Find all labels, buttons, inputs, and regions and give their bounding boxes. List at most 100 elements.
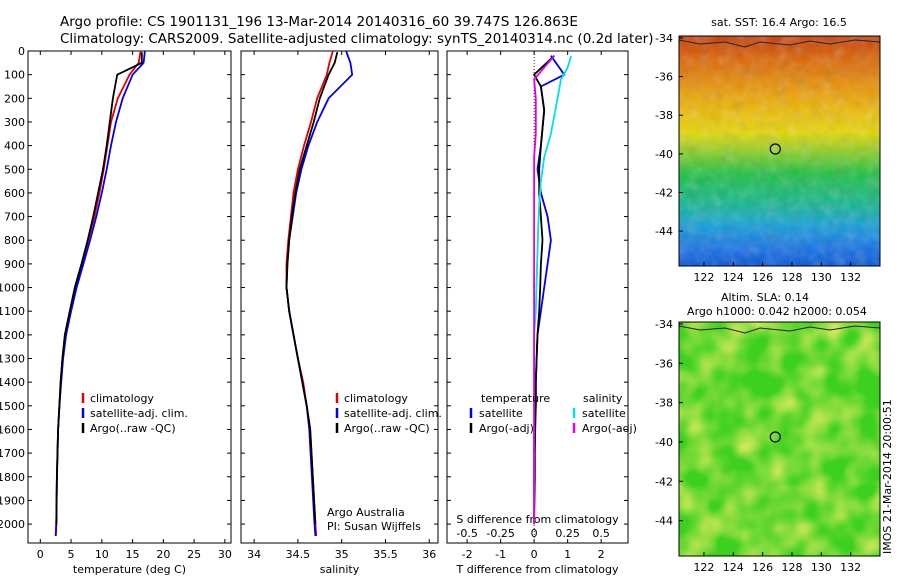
map-x-tick-label: 132 bbox=[840, 561, 861, 574]
argo-location-marker bbox=[769, 143, 781, 155]
x-tick-label: 36 bbox=[422, 548, 436, 561]
x-tick-label: 0 bbox=[37, 548, 44, 561]
legend-label: satellite bbox=[582, 407, 626, 420]
legend-label: satellite bbox=[479, 407, 523, 420]
y-tick-label: 100 bbox=[4, 69, 25, 82]
x-tick-label: 5 bbox=[68, 548, 75, 561]
map-x-tick-label: 130 bbox=[811, 271, 832, 284]
y-tick-label: 1900 bbox=[0, 494, 25, 507]
sst-map-panel: sat. SST: 16.4 Argo: 16.5 122 124 126 128 13… bbox=[655, 16, 881, 284]
legend-label: Argo(..raw -QC) bbox=[90, 422, 176, 435]
x-tick-label: 15 bbox=[126, 548, 140, 561]
map-x-tick-label: 122 bbox=[693, 561, 714, 574]
map-x-tick-label: 122 bbox=[693, 271, 714, 284]
y-tick-label: 1200 bbox=[0, 329, 25, 342]
y-tick-label: 1600 bbox=[0, 423, 25, 436]
y-tick-label: 400 bbox=[4, 140, 25, 153]
x-tick-label: 34 bbox=[247, 548, 261, 561]
map-x-tick-label: 132 bbox=[840, 271, 861, 284]
y-tick-label: 500 bbox=[4, 163, 25, 176]
map-y-tick-label: -44 bbox=[655, 225, 673, 238]
legend-label: Argo(..raw -QC) bbox=[344, 422, 430, 435]
series-line-argo bbox=[532, 55, 555, 525]
y-tick-label: 0 bbox=[18, 45, 25, 58]
sla-map-title-2: Argo h1000: 0.042 h2000: 0.054 bbox=[687, 305, 867, 318]
x-tick-label: 0 bbox=[531, 548, 538, 561]
header-line-2: Climatology: CARS2009. Satellite-adjuste… bbox=[60, 31, 653, 47]
map-y-tick-label: -38 bbox=[655, 397, 673, 410]
annotation-text: Argo Australia bbox=[327, 506, 405, 519]
map-x-tick-label: 124 bbox=[723, 271, 744, 284]
legend-heading: temperature bbox=[481, 392, 550, 405]
x-tick-label: 1 bbox=[564, 548, 571, 561]
y-tick-label: 1700 bbox=[0, 447, 25, 460]
sla-map-frame bbox=[678, 321, 881, 557]
series-line-argo bbox=[285, 51, 339, 525]
y-tick-label: 1000 bbox=[0, 282, 25, 295]
top-x-tick-label: -0.25 bbox=[486, 527, 514, 540]
map-y-tick-label: -34 bbox=[655, 318, 673, 331]
temperature-panel: 0100200300400500600700800900100011001200… bbox=[0, 45, 232, 576]
y-tick-label: 800 bbox=[4, 234, 25, 247]
map-x-tick-label: 126 bbox=[752, 271, 773, 284]
series-line-argo bbox=[55, 52, 143, 525]
x-tick-label: 2 bbox=[598, 548, 605, 561]
legend-label: Argo(-adj) bbox=[479, 422, 534, 435]
y-tick-label: 1500 bbox=[0, 400, 25, 413]
x-tick-label: -2 bbox=[462, 548, 473, 561]
legend-heading: salinity bbox=[583, 392, 623, 405]
top-x-axis-label: S difference from climatology bbox=[456, 513, 619, 526]
x-axis-label: T difference from climatology bbox=[456, 563, 619, 576]
x-axis-label: temperature (deg C) bbox=[73, 563, 186, 576]
sla-map-title-1: Altim. SLA: 0.14 bbox=[721, 291, 809, 304]
x-tick-label: 10 bbox=[95, 548, 109, 561]
map-y-tick-label: -40 bbox=[655, 148, 673, 161]
y-tick-label: 2000 bbox=[0, 518, 25, 531]
argo-location-marker bbox=[769, 431, 781, 443]
plot-frame bbox=[240, 50, 439, 544]
map-x-tick-label: 124 bbox=[723, 561, 744, 574]
map-x-tick-label: 130 bbox=[811, 561, 832, 574]
legend-label: satellite-adj. clim. bbox=[90, 407, 188, 420]
y-tick-label: 1100 bbox=[0, 305, 25, 318]
sla-map-panel: Altim. SLA: 0.14 Argo h1000: 0.042 h2000… bbox=[655, 291, 881, 574]
top-x-tick-label: 0.25 bbox=[555, 527, 580, 540]
x-tick-label: 25 bbox=[187, 548, 201, 561]
y-tick-label: 1800 bbox=[0, 471, 25, 484]
y-tick-label: 1400 bbox=[0, 376, 25, 389]
top-x-tick-label: 0.5 bbox=[592, 527, 610, 540]
side-label: IMOS 21-Mar-2014 20:00:51 bbox=[881, 399, 894, 554]
map-y-tick-label: -42 bbox=[655, 187, 673, 200]
plot-frame bbox=[27, 50, 232, 544]
sst-map-frame bbox=[678, 35, 881, 267]
salinity-panel: 34 34.5 35 35.5 36 salinity climatology satelli… bbox=[240, 50, 442, 576]
map-x-tick-label: 126 bbox=[752, 561, 773, 574]
map-y-tick-label: -36 bbox=[655, 357, 673, 370]
difference-panel: -2 -1 0 1 2 T difference from climatology -0.5… bbox=[446, 50, 637, 576]
map-y-tick-label: -36 bbox=[655, 71, 673, 84]
x-tick-label: 35.5 bbox=[373, 548, 398, 561]
map-y-tick-label: -38 bbox=[655, 109, 673, 122]
map-x-tick-label: 128 bbox=[781, 561, 802, 574]
annotation-text: PI: Susan Wijffels bbox=[327, 520, 421, 533]
y-tick-label: 300 bbox=[4, 116, 25, 129]
legend-label: satellite-adj. clim. bbox=[344, 407, 442, 420]
legend-label: Argo(-adj) bbox=[582, 422, 637, 435]
x-tick-label: 30 bbox=[218, 548, 232, 561]
y-tick-label: 200 bbox=[4, 92, 25, 105]
map-x-tick-label: 128 bbox=[781, 271, 802, 284]
top-x-tick-label: -0.5 bbox=[456, 527, 477, 540]
plot-frame bbox=[446, 50, 629, 544]
map-y-tick-label: -40 bbox=[655, 436, 673, 449]
header-line-1: Argo profile: CS 1901131_196 13-Mar-2014… bbox=[60, 14, 578, 30]
y-tick-label: 700 bbox=[4, 211, 25, 224]
map-y-tick-label: -34 bbox=[655, 32, 673, 45]
y-tick-label: 900 bbox=[4, 258, 25, 271]
y-tick-label: 600 bbox=[4, 187, 25, 200]
legend-label: climatology bbox=[344, 392, 408, 405]
x-tick-label: 35 bbox=[335, 548, 349, 561]
x-tick-label: 20 bbox=[156, 548, 170, 561]
x-tick-label: -1 bbox=[495, 548, 506, 561]
sst-coastline bbox=[678, 39, 881, 48]
